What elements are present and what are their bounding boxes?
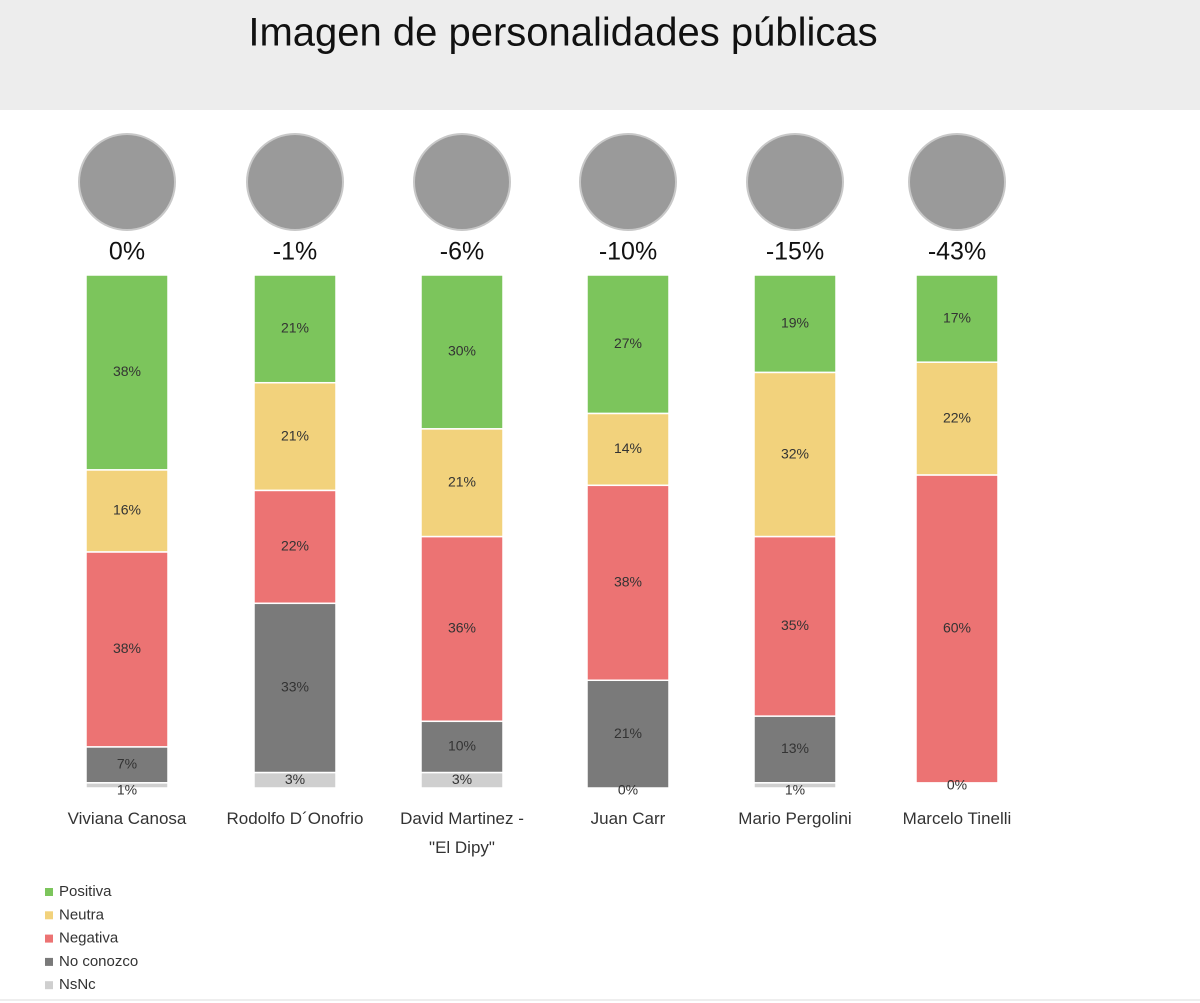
data-label: 21%: [281, 427, 309, 443]
data-label: 14%: [614, 440, 642, 456]
bar-segment: [253, 274, 337, 384]
bar-segment: [753, 535, 837, 717]
bar-segment: [85, 782, 169, 789]
bar-segment: [586, 484, 670, 682]
data-label: 60%: [943, 620, 971, 636]
data-label: 36%: [448, 620, 476, 636]
legend-label: Positiva: [59, 883, 112, 900]
data-label: 30%: [448, 343, 476, 359]
category-label: Marcelo Tinelli: [902, 809, 1012, 828]
data-label: 13%: [781, 740, 809, 756]
legend-swatch: [45, 911, 53, 920]
legend-swatch: [45, 981, 53, 990]
bar-segment: [753, 371, 837, 538]
data-label: 38%: [113, 363, 141, 379]
bar-segment: [753, 274, 837, 374]
bar-segment: [253, 602, 337, 774]
data-label: 38%: [614, 574, 642, 590]
data-label: 17%: [943, 309, 971, 325]
data-label: 22%: [943, 409, 971, 425]
net-image-label: -6%: [440, 238, 484, 266]
bar-segment: [420, 428, 504, 538]
photo: [413, 133, 511, 231]
net-image-label: -43%: [928, 238, 986, 266]
category-label: Rodolfo D´Onofrio: [226, 809, 364, 828]
data-label: 10%: [448, 738, 476, 754]
bar-segment: [586, 412, 670, 487]
data-label: 35%: [781, 617, 809, 633]
bar-segment: [753, 715, 837, 784]
data-label: 0%: [618, 782, 638, 798]
bar-segment: [420, 720, 504, 774]
data-label: 1%: [785, 782, 805, 798]
bar-segment: [586, 679, 670, 789]
category-label: Mario Pergolini: [738, 809, 852, 828]
legend-swatch: [45, 957, 53, 966]
data-label: 21%: [614, 725, 642, 741]
legend-label: NsNc: [59, 976, 96, 993]
photo: [78, 133, 176, 231]
bar-segment: [753, 782, 837, 789]
bar-segment: [915, 361, 999, 476]
legend-swatch: [45, 888, 53, 896]
data-label: 22%: [281, 538, 309, 554]
bar-segment: [85, 274, 169, 471]
data-label: 21%: [281, 320, 309, 336]
header-band: [0, 0, 1200, 110]
category-label: David Martinez - "El Dipy": [400, 809, 524, 857]
net-image-label: 0%: [109, 238, 145, 266]
data-label: 7%: [117, 756, 137, 772]
data-label: 3%: [452, 771, 472, 787]
net-image-label: -10%: [599, 238, 657, 266]
bar-segment: [915, 274, 999, 363]
data-label: 1%: [117, 782, 137, 798]
bar-segment: [915, 474, 999, 784]
legend-label: Neutra: [59, 906, 105, 923]
category-label: Viviana Canosa: [67, 809, 187, 828]
category-label: Juan Carr: [590, 809, 666, 828]
data-label: 32%: [781, 445, 809, 461]
legend-label: No conozco: [59, 953, 138, 970]
bar-segment: [253, 771, 337, 789]
bar-segment: [253, 489, 337, 605]
bar-segment: [253, 381, 337, 492]
data-label: 38%: [113, 640, 141, 656]
legend-label: Negativa: [59, 930, 119, 947]
data-label: 19%: [781, 314, 809, 330]
data-label: 27%: [614, 335, 642, 351]
bar-segment: [420, 771, 504, 789]
legend-swatch: [45, 934, 53, 943]
photo: [246, 133, 344, 231]
data-label: 21%: [448, 473, 476, 489]
data-label: 3%: [285, 771, 305, 787]
photo: [908, 133, 1006, 231]
bar-segment: [85, 551, 169, 748]
data-label: 0%: [947, 777, 967, 793]
bar-segment: [420, 535, 504, 723]
bar-segment: [586, 274, 670, 415]
photo: [579, 133, 677, 231]
net-image-label: -15%: [766, 238, 824, 266]
data-label: 33%: [281, 679, 309, 695]
bar-segment: [420, 274, 504, 430]
data-label: 16%: [113, 502, 141, 518]
chart-title: Imagen de personalidades públicas: [248, 11, 877, 55]
photo: [746, 133, 844, 231]
net-image-label: -1%: [273, 238, 317, 266]
